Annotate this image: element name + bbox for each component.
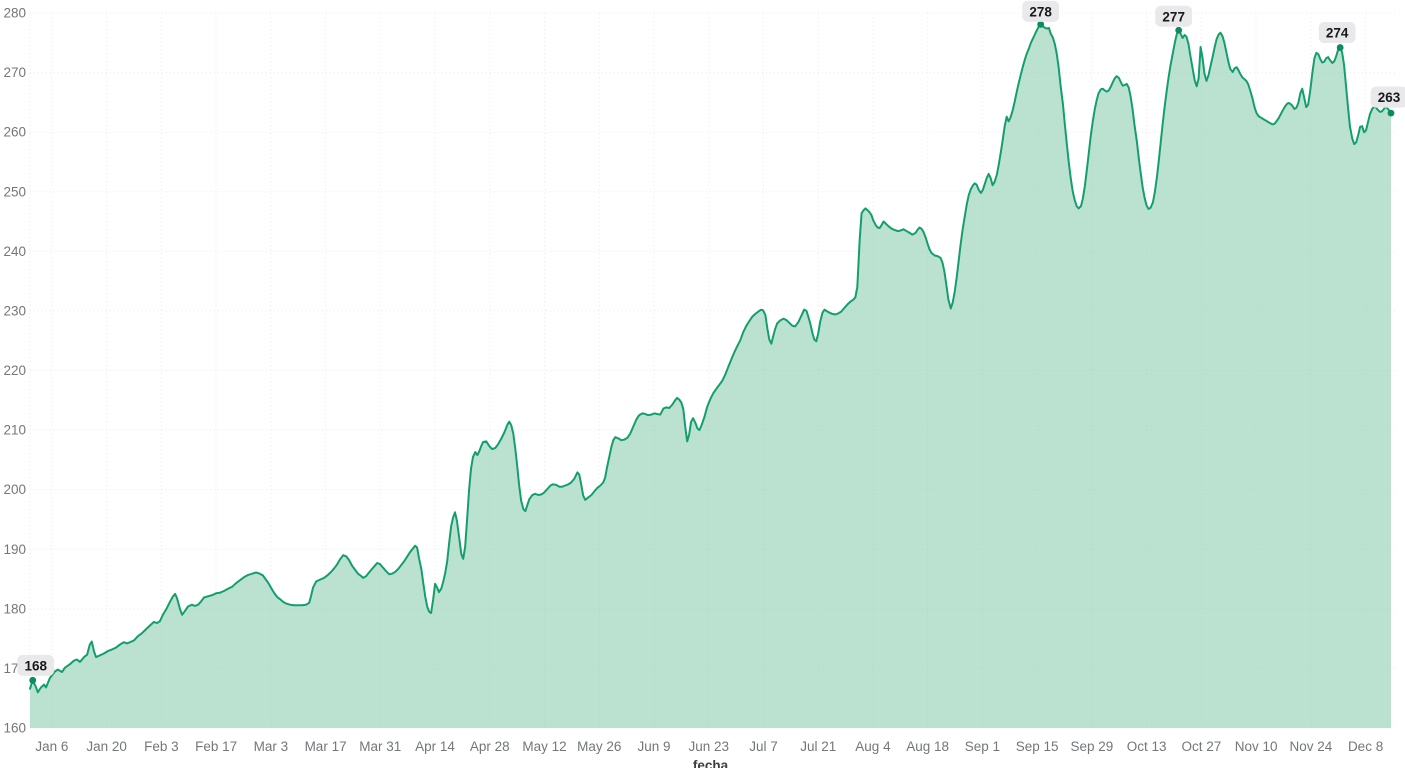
annotation-dot [29, 676, 37, 684]
x-tick-label: Feb 3 [144, 739, 179, 754]
annotation-dot [1387, 109, 1395, 117]
x-tick-label: Jul 21 [800, 739, 836, 754]
x-tick-label: Nov 10 [1235, 739, 1278, 754]
x-tick-label: Jan 6 [35, 739, 68, 754]
x-tick-label: Feb 17 [195, 739, 237, 754]
x-tick-label: Dec 8 [1348, 739, 1383, 754]
x-tick-label: Jan 20 [86, 739, 127, 754]
annotation-badge [1318, 22, 1356, 44]
price-line [29, 23, 1392, 694]
x-tick-label: Oct 13 [1127, 739, 1167, 754]
y-tick-label: 280 [3, 6, 26, 21]
x-tick-label: Mar 17 [305, 739, 347, 754]
y-tick-label: 230 [3, 303, 26, 318]
x-tick-label: Mar 31 [359, 739, 401, 754]
x-tick-label: Jun 9 [637, 739, 670, 754]
y-tick-label: 190 [3, 542, 26, 557]
x-tick-label: Apr 28 [470, 739, 510, 754]
annotation-dot [1037, 20, 1045, 28]
annotation-badge-label: 168 [24, 658, 47, 673]
x-tick-label: Mar 3 [254, 739, 289, 754]
x-tick-label: May 26 [577, 739, 621, 754]
y-tick-label: 180 [3, 601, 26, 616]
annotation-badge-label: 278 [1029, 4, 1052, 19]
annotation-badge [17, 654, 55, 676]
y-tick-label: 160 [3, 721, 26, 736]
x-tick-label: Sep 15 [1016, 739, 1059, 754]
annotation-badge [1155, 5, 1193, 27]
y-tick-label: 220 [3, 363, 26, 378]
y-tick-label: 200 [3, 482, 26, 497]
x-tick-label: Sep 1 [965, 739, 1000, 754]
annotation-dot [1336, 44, 1344, 51]
x-tick-label: Nov 24 [1289, 739, 1332, 754]
y-tick-label: 210 [3, 423, 26, 438]
x-tick-label: Jul 7 [749, 739, 778, 754]
x-tick-label: Sep 29 [1071, 739, 1114, 754]
area-fill [30, 24, 1391, 729]
x-tick-label: Apr 14 [415, 739, 455, 754]
annotation-badge [1370, 86, 1405, 108]
x-tick-label: Jun 23 [688, 739, 729, 754]
annotation-badge-label: 263 [1378, 90, 1401, 105]
y-tick-label: 260 [3, 125, 26, 140]
annotation-badge [1022, 0, 1060, 22]
annotation-dot [1175, 26, 1183, 34]
annotation-badge-label: 274 [1326, 26, 1349, 41]
y-tick-label: 250 [3, 184, 26, 199]
x-tick-label: Oct 27 [1181, 739, 1221, 754]
x-tick-label: May 12 [522, 739, 566, 754]
x-tick-label: Aug 4 [855, 739, 891, 754]
annotation-badge-label: 277 [1162, 9, 1185, 24]
y-tick-label: 240 [3, 244, 26, 259]
y-tick-label: 270 [3, 65, 26, 80]
x-tick-label: Aug 18 [906, 739, 949, 754]
